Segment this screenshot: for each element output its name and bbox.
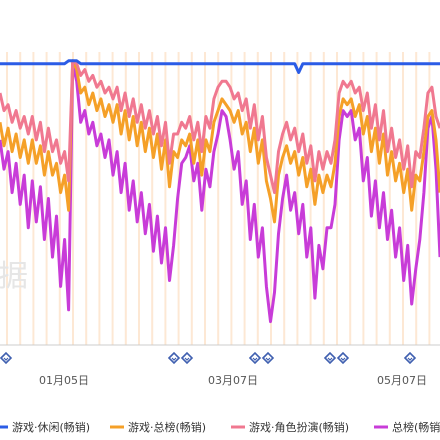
event-band [283,52,286,345]
series-line[interactable] [0,59,440,74]
legend-label: 总榜(畅销) [392,420,440,434]
event-band [151,52,154,345]
event-band [72,52,74,345]
event-band [296,52,299,345]
event-band [217,52,220,345]
event-band [85,52,88,345]
event-band [190,52,193,345]
event-band [428,52,431,345]
event-marker-icon[interactable] [0,351,13,365]
event-marker-icon[interactable] [323,351,337,365]
legend-label: 游戏·休闲(畅销) [12,420,90,434]
event-band [230,52,233,345]
event-band [164,52,167,345]
event-band [256,52,259,345]
legend-label: 游戏·总榜(畅销) [128,420,206,434]
legend-item-total[interactable]: 游戏·总榜(畅销) [110,420,206,434]
series-lines [0,59,440,324]
event-marker-icon[interactable] [167,351,181,365]
event-band [349,52,352,345]
event-marker-icon[interactable] [180,351,194,365]
event-band [98,52,101,345]
event-band [402,52,404,345]
x-tick-label: 03月07日 [208,374,258,387]
event-band [58,52,61,345]
event-band [388,52,391,345]
legend-item-overall[interactable]: 总榜(畅销) [374,420,440,434]
event-band [111,52,114,345]
watermark-text: 据 [0,259,28,294]
event-band [204,52,206,345]
event-marker-icon[interactable] [261,351,275,365]
event-marker-icon[interactable] [403,351,417,365]
legend-item-casual[interactable]: 游戏·休闲(畅销) [0,420,90,434]
event-band [309,52,312,345]
event-band [6,52,8,345]
legend-label: 游戏·角色扮演(畅销) [249,420,349,434]
event-marker-icon[interactable] [248,351,262,365]
x-tick-label: 05月07日 [377,374,427,387]
event-band [362,52,365,345]
event-band [322,52,325,345]
x-tick-label: 01月05日 [39,374,89,387]
event-marker-icon[interactable] [336,351,350,365]
legend: 游戏·休闲(畅销) 游戏·总榜(畅销) 游戏·角色扮演(畅销) 总榜(畅销) [0,420,440,434]
event-band [415,52,418,345]
event-band [336,52,338,345]
event-band [124,52,127,345]
event-band [45,52,48,345]
event-markers [0,351,417,365]
x-tick-labels: 01月05日 03月07日 05月07日 [39,374,427,387]
legend-item-rpg[interactable]: 游戏·角色扮演(畅销) [231,420,349,434]
